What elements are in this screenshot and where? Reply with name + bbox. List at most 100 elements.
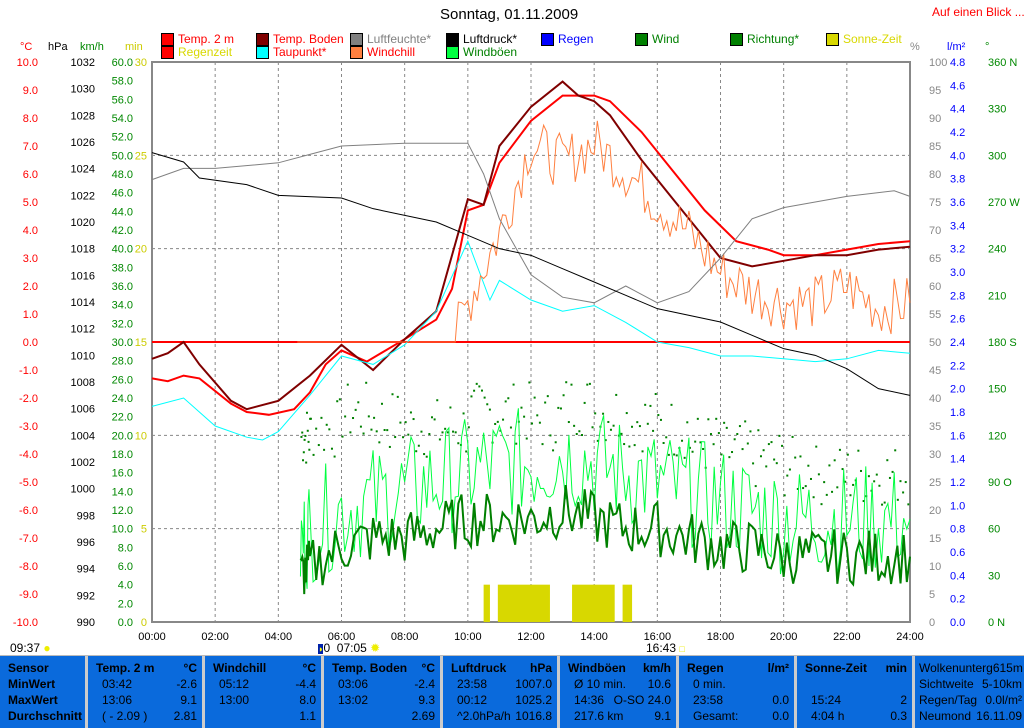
direction-point	[670, 403, 673, 406]
direction-point	[649, 404, 652, 407]
direction-point	[796, 487, 799, 490]
tick-label-wind: 54.0	[112, 113, 133, 125]
tick-label-direction: 60	[988, 524, 1000, 536]
x-tick-label: 14:00	[580, 631, 608, 643]
direction-point	[823, 481, 826, 484]
direction-point	[320, 416, 323, 419]
tick-label-wind: 22.0	[112, 412, 133, 424]
stats-column: Regen l/m² 0 min. 23:58 0.0 Gesamt: 0.0	[679, 656, 797, 728]
tick-label-humidity: 100	[929, 57, 947, 69]
direction-point	[370, 428, 373, 431]
column-title: Temp. Boden	[332, 661, 408, 675]
direction-point	[681, 439, 684, 442]
direction-point	[306, 429, 309, 432]
tick-label-wind: 40.0	[112, 244, 133, 256]
direction-point	[330, 447, 333, 450]
direction-point	[312, 453, 315, 456]
stat-value: O-SO 24.0	[613, 693, 671, 707]
sun-icon: ✹	[370, 641, 381, 655]
info-column: Wolkenunterg 615m Sichtweite 5-10km Regen/Ta…	[915, 656, 1024, 728]
direction-point	[623, 443, 626, 446]
tick-label-rain: 4.6	[950, 80, 965, 92]
stat-time: 15:24	[811, 693, 842, 707]
sun-bar	[483, 584, 490, 622]
direction-point	[438, 438, 441, 441]
info-value: 16.11.09	[976, 709, 1022, 723]
direction-point	[367, 415, 370, 418]
tick-label-humidity: 50	[929, 337, 941, 349]
direction-point	[646, 422, 649, 425]
direction-point	[365, 381, 368, 384]
series-temp-boden	[151, 80, 911, 411]
tick-label-direction: 240	[988, 244, 1006, 256]
legend-label: Luftdruck*	[463, 32, 518, 46]
direction-point	[452, 430, 455, 433]
stat-value: 0.0	[772, 693, 789, 707]
direction-point	[775, 462, 778, 465]
direction-point	[831, 490, 834, 493]
direction-point	[770, 441, 773, 444]
tick-label-temp: -6.0	[19, 505, 38, 517]
direction-point	[833, 459, 836, 462]
direction-point	[744, 420, 747, 423]
tick-label-pressure: 1012	[71, 324, 95, 336]
chart-title: Sonntag, 01.11.2009	[440, 6, 579, 23]
tick-label-wind: 58.0	[112, 76, 133, 88]
direction-point	[788, 468, 791, 471]
tick-label-rain: 3.8	[950, 174, 965, 186]
direction-point	[396, 395, 399, 398]
tick-label-humidity: 90	[929, 113, 941, 125]
tick-label-sun: 0	[141, 617, 147, 629]
tick-label-wind: 14.0	[112, 486, 133, 498]
direction-point	[541, 443, 544, 446]
column-title: Windchill	[213, 661, 267, 675]
axis-unit-rain: l/m²	[947, 41, 966, 53]
tick-label-wind: 52.0	[112, 132, 133, 144]
stat-value: 0.0	[772, 709, 789, 723]
direction-point	[631, 425, 634, 428]
axis-unit-humidity: %	[910, 41, 920, 53]
direction-point	[346, 383, 349, 386]
direction-point	[702, 447, 705, 450]
tick-label-direction: 90 O	[988, 477, 1012, 489]
tick-label-sun: 5	[141, 524, 147, 536]
direction-point	[807, 464, 810, 467]
direction-point	[581, 434, 584, 437]
x-tick-label: 02:00	[201, 631, 229, 643]
legend-item: Luftdruck*	[446, 32, 517, 46]
axis-unit-temp: °C	[20, 41, 32, 53]
direction-point	[373, 416, 376, 419]
overview-link[interactable]: Auf einen Blick ...	[932, 5, 1024, 19]
direction-point	[709, 433, 712, 436]
direction-point	[552, 449, 555, 452]
direction-point	[602, 412, 605, 415]
stat-value: -4.4	[295, 677, 316, 691]
direction-point	[488, 408, 491, 411]
direction-point	[315, 427, 318, 430]
tick-label-temp: -9.0	[19, 589, 38, 601]
x-tick-label: 16:00	[644, 631, 672, 643]
column-unit: °C	[302, 661, 316, 675]
tick-label-rain: 3.6	[950, 197, 965, 209]
direction-point	[494, 422, 497, 425]
direction-point	[896, 498, 899, 501]
direction-point	[696, 417, 699, 420]
tick-label-wind: 4.0	[118, 580, 133, 592]
direction-point	[620, 432, 623, 435]
tick-label-temp: -1.0	[19, 365, 38, 377]
info-value: 615m	[992, 661, 1023, 675]
legend-label: Windchill	[367, 45, 416, 59]
direction-point	[533, 396, 536, 399]
sunset-time: 16:43 □	[646, 641, 685, 655]
info-label: Wolkenunterg	[919, 661, 993, 675]
tick-label-wind: 28.0	[112, 356, 133, 368]
direction-point	[754, 485, 757, 488]
tick-label-temp: -7.0	[19, 533, 38, 545]
direction-point	[420, 430, 423, 433]
direction-point	[528, 381, 531, 384]
tick-label-pressure: 1006	[71, 404, 95, 416]
stats-column: Temp. Boden °C 03:06 -2.4 13:02 9.3 2.69	[324, 656, 443, 728]
direction-point	[509, 426, 512, 429]
stat-value: -2.6	[176, 677, 197, 691]
x-tick-label: 08:00	[391, 631, 419, 643]
